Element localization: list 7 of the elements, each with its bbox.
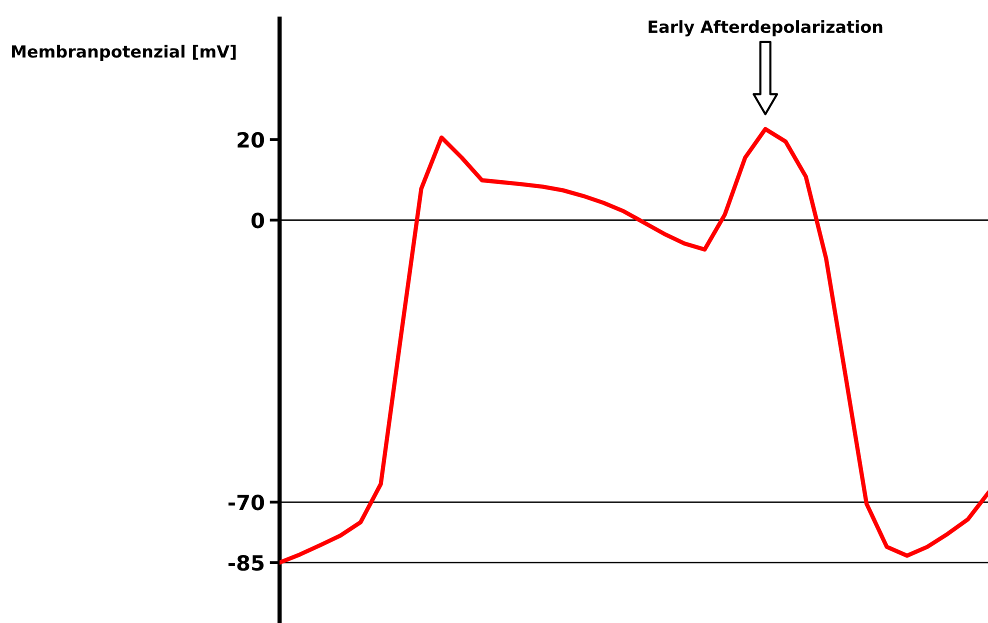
y-tick-label: -70 <box>228 494 264 510</box>
annotation: Early Afterdepolarization <box>648 20 882 36</box>
y-axis-title: Membranpotenzial [mV] <box>12 44 236 61</box>
y-tick-label: -85 <box>228 555 264 571</box>
line-series <box>280 126 988 565</box>
y-tick-label: 0 <box>252 212 264 228</box>
y-tick-label: 20 <box>238 132 264 148</box>
